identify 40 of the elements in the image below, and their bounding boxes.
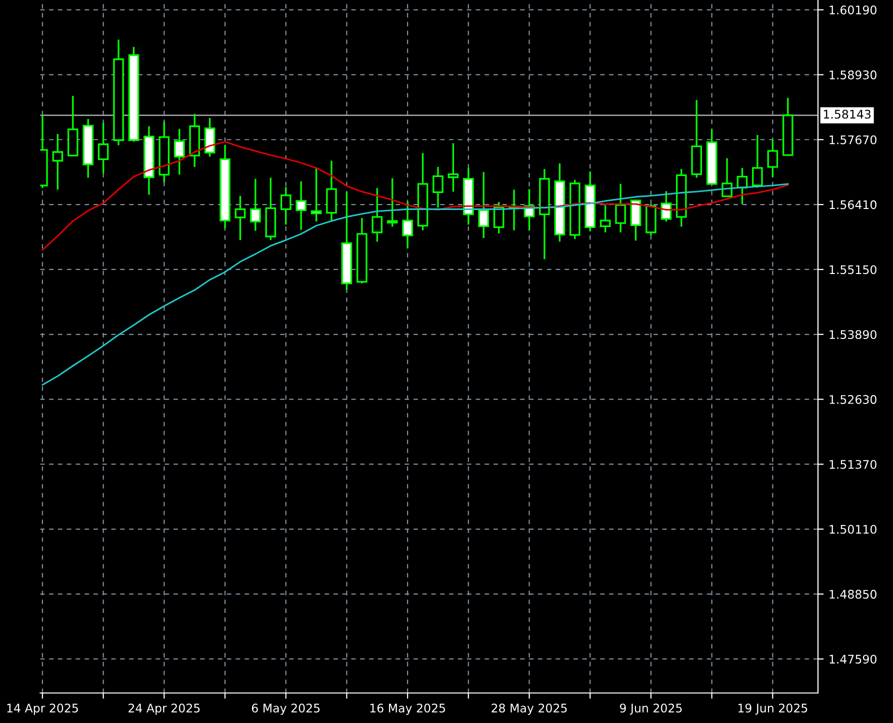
line-series: [42, 140, 789, 251]
candlestick: [478, 171, 490, 239]
candlestick: [174, 128, 185, 176]
candlestick: [372, 187, 383, 242]
x-tick-label: 24 Apr 2025: [128, 704, 200, 715]
candlestick: [234, 194, 246, 241]
y-tick-label: 1.55150: [830, 265, 876, 274]
candlestick: [539, 168, 550, 260]
y-tick-label: 1.48850: [830, 590, 876, 599]
candlestick: [52, 133, 64, 190]
candlestick: [113, 38, 124, 146]
candlestick: [326, 160, 337, 222]
candlestick: [767, 139, 778, 178]
x-tick-label: 6 May 2025: [252, 704, 320, 715]
y-tick-label: 1.58930: [830, 70, 876, 80]
candlestick: [463, 167, 474, 226]
y-tick-label: 1.57670: [830, 135, 876, 144]
candlestick: [448, 142, 459, 193]
x-tick-label: 28 May 2025: [492, 704, 567, 715]
candlestick: [98, 122, 109, 174]
y-tick-label: 1.50110: [830, 524, 876, 534]
candlestick: [615, 183, 626, 234]
x-tick-label: 19 Jun 2025: [738, 704, 808, 715]
candlestick: [189, 113, 200, 168]
candlestick: [144, 125, 154, 196]
y-tick-label: 1.47590: [830, 654, 876, 664]
candlestick: [250, 178, 261, 232]
candlestick: [432, 166, 444, 208]
candlestick: [402, 200, 413, 250]
candlestick: [220, 144, 230, 230]
ref-line-label: 1.58143: [824, 110, 871, 119]
y-tick-label: 1.60190: [830, 6, 876, 14]
y-tick-label: 1.52630: [830, 395, 876, 404]
x-tick-label: 14 Apr 2025: [7, 704, 78, 715]
y-tick-label: 1.53890: [830, 330, 876, 340]
y-tick-label: 1.51370: [830, 460, 876, 469]
y-tick-label: 1.56410: [830, 200, 876, 210]
x-tick-label: 16 May 2025: [370, 704, 446, 715]
x-tick-label: 9 Jun 2025: [620, 704, 682, 715]
candlestick: [296, 180, 306, 231]
